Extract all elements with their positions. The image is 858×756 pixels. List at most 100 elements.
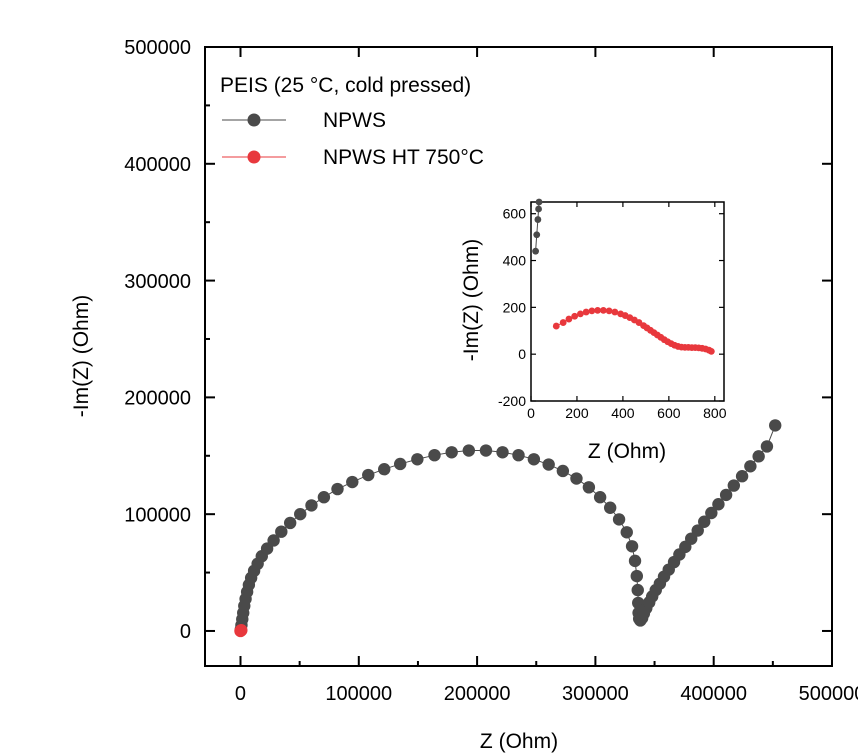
main-point-npws (719, 488, 733, 502)
main-point-npws (317, 491, 331, 504)
inset-point-npws-ht-750-c (611, 308, 619, 316)
main-point-npws (760, 440, 774, 453)
main-point-npws (593, 491, 607, 504)
inset-axis-ticks (530, 202, 724, 402)
main-point-npws (570, 472, 583, 485)
main-y-tick-label: 400000 (124, 154, 191, 176)
inset-point-npws (535, 205, 542, 213)
main-x-tick-label: 200000 (444, 683, 511, 705)
legend-entry-npws: NPWS (323, 109, 386, 132)
main-point-npws (527, 453, 541, 466)
main-point-npws (346, 475, 359, 489)
main-tick-labels: 0 100000 200000 300000 400000 500000 0 100000 20… (124, 37, 858, 705)
main-point-npws (582, 481, 596, 494)
inset-y-axis-label: -Im(Z) (Ohm) (460, 239, 483, 361)
main-point-npws (283, 516, 297, 530)
main-point-npws (378, 463, 391, 476)
main-point-npws-ht-750-c (235, 624, 248, 637)
main-point-npws (744, 460, 757, 473)
inset-x-axis-label: Z (Ohm) (588, 440, 666, 463)
inset-point-npws (533, 231, 541, 239)
main-point-npws (556, 464, 570, 478)
main-x-tick-label: 400000 (680, 683, 747, 705)
main-point-npws (769, 419, 782, 432)
main-axis-ticks (205, 46, 833, 666)
main-point-npws (630, 569, 644, 583)
main-point-npws (479, 444, 493, 457)
inset-point-npws-ht-750-c (559, 319, 567, 326)
main-point-npws (698, 515, 711, 528)
main-point-npws (631, 583, 644, 597)
main-x-tick-label: 500000 (799, 683, 858, 705)
legend-marker-npws-ht (247, 150, 261, 164)
main-point-npws (305, 499, 318, 512)
main-point-npws (294, 507, 307, 521)
legend-marker-npws (247, 113, 261, 127)
main-y-tick-label: 500000 (124, 37, 191, 59)
inset-y-tick-label: -200 (498, 393, 526, 409)
main-point-npws (445, 446, 458, 459)
inset-point-npws-ht-750-c (552, 322, 560, 330)
main-series-layer (234, 419, 782, 638)
inset-x-tick-label: 800 (703, 405, 727, 421)
main-point-npws (331, 482, 344, 496)
inset-point-npws-ht-750-c (588, 307, 596, 315)
legend: PEIS (25 °C, cold pressed) NPWS NPWS HT … (220, 74, 484, 169)
main-point-npws (612, 513, 626, 526)
main-y-tick-label: 200000 (124, 388, 191, 410)
main-point-npws (411, 453, 424, 466)
main-x-tick-label: 0 (235, 683, 246, 705)
main-point-npws (625, 540, 639, 553)
main-point-npws (462, 444, 476, 457)
inset-x-tick-label: 400 (611, 405, 635, 421)
inset-x-tick-label: 0 (527, 405, 535, 421)
main-y-tick-label: 300000 (124, 271, 191, 293)
inset-x-tick-label: 600 (657, 405, 681, 421)
main-point-npws (735, 470, 749, 483)
inset-y-tick-label: 600 (503, 206, 527, 222)
inset-point-npws-ht-750-c (605, 307, 613, 315)
main-point-npws (267, 534, 280, 547)
inset-point-npws (534, 216, 542, 223)
inset-x-tick-label: 200 (565, 405, 589, 421)
legend-title: PEIS (25 °C, cold pressed) (220, 74, 471, 97)
main-plot-frame (204, 46, 833, 667)
main-point-npws (712, 498, 725, 511)
inset-point-npws-ht-750-c (594, 306, 602, 314)
main-y-tick-label: 100000 (124, 504, 191, 526)
inset-y-tick-label: 200 (503, 299, 527, 315)
legend-entry-npws-ht: NPWS HT 750°C (323, 146, 484, 169)
main-point-npws (727, 479, 741, 492)
main-point-npws (512, 448, 525, 462)
main-point-npws (275, 525, 288, 538)
main-x-tick-label: 100000 (325, 683, 392, 705)
inset-point-npws-ht-750-c (576, 310, 584, 318)
inset-point-npws-ht-750-c (599, 306, 607, 314)
inset-y-tick-label: 0 (518, 346, 526, 362)
inset-point-npws (532, 247, 539, 255)
main-point-npws (628, 554, 642, 568)
inset-point-npws-ht-750-c (565, 315, 573, 323)
main-point-npws (496, 446, 509, 459)
main-y-tick-label: 0 (180, 621, 191, 643)
main-point-npws (603, 501, 617, 514)
main-point-npws (362, 468, 375, 482)
inset-point-npws-ht-750-c (707, 347, 715, 355)
main-point-npws (542, 458, 555, 471)
main-y-axis-label: -Im(Z) (Ohm) (70, 295, 93, 417)
inset-point-npws-ht-750-c (582, 308, 590, 316)
main-point-npws (691, 524, 704, 537)
main-point-npws (620, 526, 633, 539)
main-point-npws (428, 448, 441, 462)
main-point-npws (752, 450, 765, 463)
inset-plot-frame (530, 201, 725, 402)
main-point-npws (705, 506, 718, 520)
inset-point-npws-ht-750-c (571, 312, 579, 320)
main-x-axis-label: Z (Ohm) (480, 730, 558, 753)
main-x-tick-label: 300000 (562, 683, 629, 705)
inset-point-npws (535, 198, 543, 206)
inset-series-layer (532, 198, 715, 355)
